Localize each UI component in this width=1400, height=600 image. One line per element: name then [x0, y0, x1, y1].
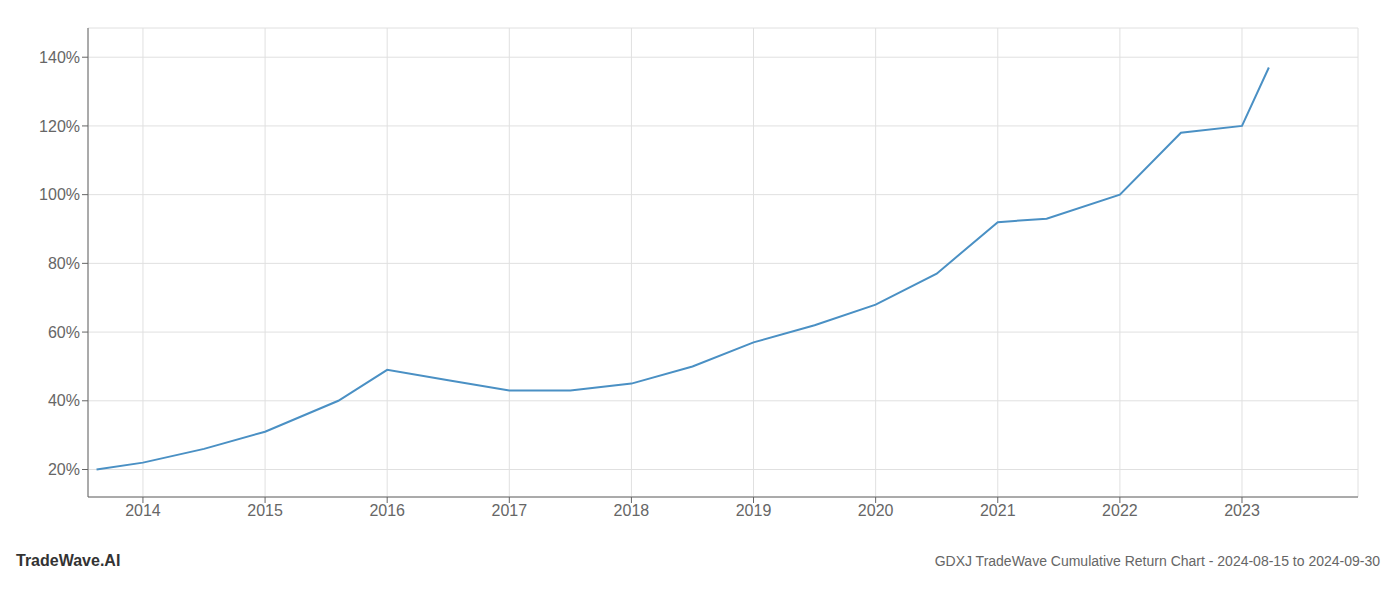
svg-text:2014: 2014 [125, 502, 161, 519]
svg-text:60%: 60% [48, 324, 80, 341]
svg-text:2016: 2016 [369, 502, 405, 519]
svg-text:120%: 120% [39, 118, 80, 135]
svg-text:2018: 2018 [614, 502, 650, 519]
svg-text:100%: 100% [39, 186, 80, 203]
svg-text:20%: 20% [48, 461, 80, 478]
svg-text:2019: 2019 [736, 502, 772, 519]
svg-text:40%: 40% [48, 392, 80, 409]
svg-text:2023: 2023 [1224, 502, 1260, 519]
svg-text:2022: 2022 [1102, 502, 1138, 519]
svg-text:2015: 2015 [247, 502, 283, 519]
svg-text:2020: 2020 [858, 502, 894, 519]
svg-text:2021: 2021 [980, 502, 1016, 519]
svg-text:2017: 2017 [492, 502, 528, 519]
svg-text:80%: 80% [48, 255, 80, 272]
svg-text:140%: 140% [39, 49, 80, 66]
html-text:GDXJ TradeWave Cumulative Retu: GDXJ TradeWave Cumulative Return Chart -… [934, 553, 1380, 569]
html-text:TradeWave.AI: TradeWave.AI [16, 552, 121, 569]
